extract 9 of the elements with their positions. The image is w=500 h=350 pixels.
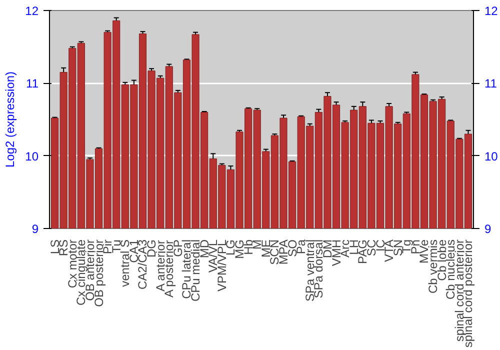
y2-tick-label: 9	[484, 222, 492, 236]
y-tick-label: 10	[25, 149, 39, 164]
y-tick-label: 9	[32, 222, 39, 236]
y-axis-title: Log2 (expression)	[3, 71, 18, 168]
y2-tick-label: 11	[484, 76, 498, 91]
y2-tick-label: 10	[484, 149, 498, 164]
y-tick-label: 12	[25, 4, 39, 18]
y2-tick-label: 12	[484, 4, 498, 18]
y-tick-label: 11	[26, 76, 39, 91]
